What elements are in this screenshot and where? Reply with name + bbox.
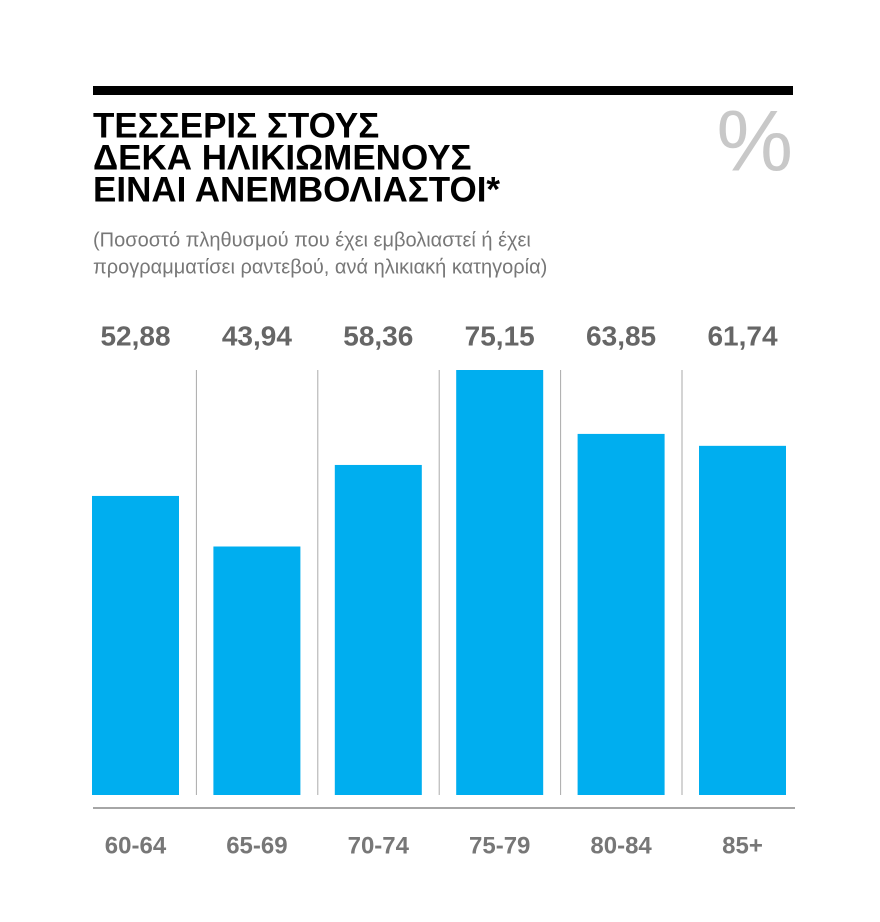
x-tick-label: 85+ <box>722 832 763 859</box>
chart-title: ΔΕΚΑ ΗΛΙΚΙΩΜΕΝΟΥΣ <box>93 138 472 177</box>
bar <box>577 433 665 795</box>
bar <box>699 445 786 795</box>
value-label: 52,88 <box>100 320 170 351</box>
x-tick-label: 75-79 <box>469 832 530 859</box>
bar <box>334 464 422 795</box>
subtitle: (Ποσοστό πληθυσμού που έχει εμβολιαστεί … <box>93 229 531 251</box>
x-tick-label: 65-69 <box>226 832 287 859</box>
top-rule <box>93 86 793 95</box>
unit-symbol: % <box>717 94 793 190</box>
value-label: 75,15 <box>465 320 535 351</box>
chart-title: ΤΕΣΣΕΡΙΣ ΣΤΟΥΣ <box>93 106 379 145</box>
bar <box>213 546 301 795</box>
value-label: 58,36 <box>343 320 413 351</box>
value-label: 43,94 <box>222 320 292 351</box>
x-tick-label: 80-84 <box>590 832 652 859</box>
bar <box>456 370 544 795</box>
value-label: 63,85 <box>586 320 656 351</box>
value-label: 61,74 <box>707 320 777 351</box>
subtitle: προγραμματίσει ραντεβού, ανά ηλικιακή κα… <box>93 256 547 278</box>
bar <box>92 495 179 795</box>
x-tick-label: 60-64 <box>105 832 167 859</box>
x-tick-label: 70-74 <box>348 832 410 859</box>
chart-title: ΕΙΝΑΙ ΑΝΕΜΒΟΛΙΑΣΤΟΙ* <box>93 170 500 209</box>
